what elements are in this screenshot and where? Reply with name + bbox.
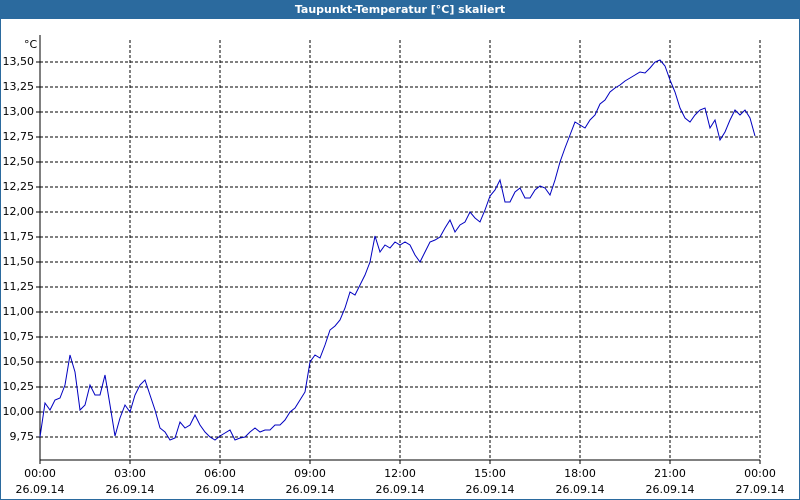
y-tick-label: 10,25 [3, 380, 35, 393]
x-tick-date: 26.09.14 [16, 483, 65, 496]
x-tick-time: 00:00 [744, 467, 776, 480]
y-tick-label: 10,00 [3, 405, 35, 418]
y-tick-label: 11,75 [3, 230, 35, 243]
x-tick-time: 00:00 [24, 467, 56, 480]
y-tick-label: 10,75 [3, 330, 35, 343]
x-tick-time: 06:00 [204, 467, 236, 480]
x-tick-date: 26.09.14 [106, 483, 155, 496]
y-tick-label: 12,75 [3, 130, 35, 143]
x-tick-date: 26.09.14 [196, 483, 245, 496]
y-tick-label: 11,50 [3, 255, 35, 268]
y-tick-label: 13,50 [3, 55, 35, 68]
y-tick-label: 12,50 [3, 155, 35, 168]
x-tick-date: 26.09.14 [466, 483, 515, 496]
y-tick-label: 13,25 [3, 80, 35, 93]
title-bar [0, 0, 800, 19]
x-tick-time: 18:00 [564, 467, 596, 480]
y-tick-label: 11,00 [3, 305, 35, 318]
x-tick-time: 09:00 [294, 467, 326, 480]
chart-title: Taupunkt-Temperatur [°C] skaliert [295, 3, 505, 16]
y-tick-label: 12,25 [3, 180, 35, 193]
y-tick-label: 12,00 [3, 205, 35, 218]
y-tick-label: 9,75 [10, 430, 35, 443]
x-tick-date: 26.09.14 [286, 483, 335, 496]
y-tick-label: 13,00 [3, 105, 35, 118]
x-tick-date: 26.09.14 [646, 483, 695, 496]
data-line [39, 59, 756, 441]
y-tick-label: 10,50 [3, 355, 35, 368]
x-tick-time: 03:00 [114, 467, 146, 480]
x-tick-time: 21:00 [654, 467, 686, 480]
x-tick-date: 26.09.14 [556, 483, 605, 496]
y-tick-label: 11,25 [3, 280, 35, 293]
y-unit-label: °C [24, 38, 38, 51]
x-tick-date: 26.09.14 [376, 483, 425, 496]
x-tick-time: 12:00 [384, 467, 416, 480]
x-tick-date: 27.09.14 [736, 483, 785, 496]
x-tick-time: 15:00 [474, 467, 506, 480]
